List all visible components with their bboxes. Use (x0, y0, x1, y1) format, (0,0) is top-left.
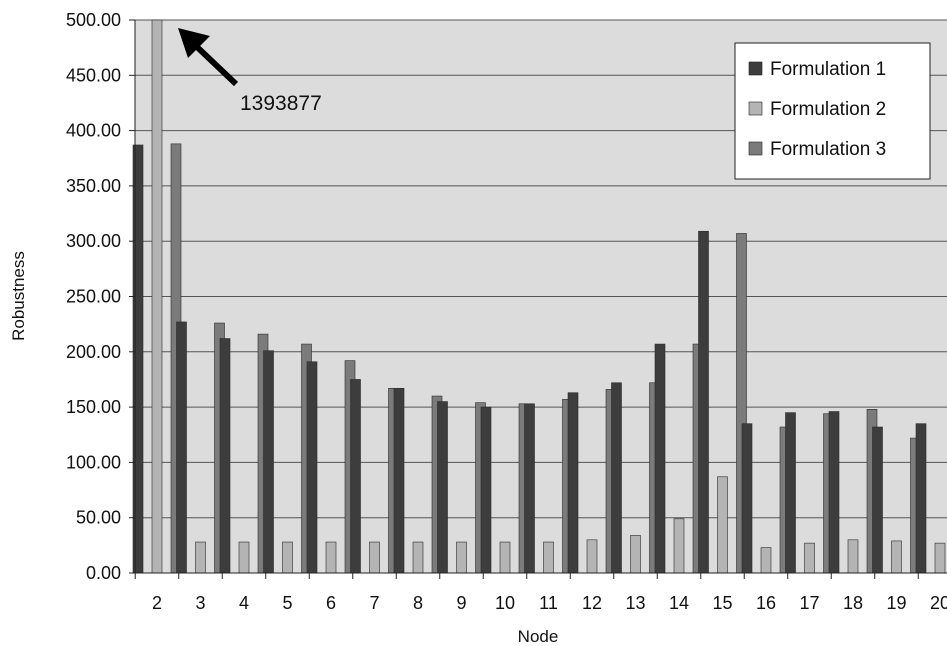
bar-formulation-1-node-7 (350, 379, 361, 574)
legend-label-1: Formulation 1 (770, 59, 886, 80)
annotation-arrow-head (178, 28, 210, 58)
x-tick-label: 4 (239, 593, 249, 613)
bar-formulation-2-node-17 (804, 542, 815, 574)
x-tick-label: 3 (195, 593, 205, 613)
legend-box (734, 42, 931, 180)
bar-formulation-2-node-8 (412, 541, 424, 574)
y-axis: 0.00 50.00 100.00 150.00 200.00 250.00 300.00 3… (66, 10, 136, 583)
y-tick-label: 400.00 (66, 121, 121, 141)
bar-formulation-1-node-15 (698, 230, 709, 574)
bar-formulation-1-node-6 (306, 361, 318, 574)
bar-formulation-2-node-3 (195, 541, 206, 574)
bar-formulation-1-node-17 (785, 412, 796, 574)
annotation: 1393877 (178, 28, 322, 115)
x-tick-label: 14 (669, 593, 689, 613)
y-tick-label: 50.00 (76, 508, 121, 528)
y-tick-label: 100.00 (66, 452, 121, 472)
bar-formulation-1-node-20 (915, 423, 927, 574)
x-axis: 2 3 4 5 6 7 8 9 10 11 12 13 14 15 16 17 18 19 20 (134, 572, 947, 613)
x-tick-label: 2 (152, 593, 162, 613)
y-tick-label: 450.00 (66, 65, 121, 85)
bar-formulation-2-node-10 (499, 541, 511, 574)
x-tick-label: 13 (625, 593, 645, 613)
bar-formulation-1-node-5 (263, 350, 274, 574)
bar-formulation-1-node-9 (437, 401, 448, 574)
bar-formulation-2-node-18 (847, 539, 859, 574)
bar-formulation-1-node-12 (567, 392, 579, 574)
legend-swatch-3 (748, 141, 763, 156)
bar-formulation-1-node-10 (480, 406, 492, 574)
y-tick-label: 150.00 (66, 397, 121, 417)
legend-label-3: Formulation 3 (770, 139, 886, 160)
bar-formulation-2-node-12 (586, 539, 598, 574)
bar-formulation-1-node-13 (611, 382, 622, 574)
bar-formulation-2-node-14 (673, 518, 685, 574)
y-tick-label: 0.00 (86, 563, 121, 583)
bar-formulation-1-node-16 (741, 423, 753, 574)
x-tick-label: 12 (582, 593, 602, 613)
x-tick-label: 18 (843, 593, 863, 613)
x-tick-label: 7 (369, 593, 379, 613)
x-tick-label: 19 (886, 593, 906, 613)
x-tick-label: 20 (930, 593, 947, 613)
legend: Formulation 1 Formulation 2 Formulation 3 (734, 42, 931, 180)
bar-formulation-1-node-18 (828, 411, 840, 574)
bar-formulation-1-node-11 (524, 403, 535, 574)
y-tick-label: 500.00 (66, 10, 121, 30)
annotation-label: 1393877 (240, 92, 322, 115)
bar-formulation-2-node-15 (717, 476, 728, 574)
bar-formulation-2-node-19 (891, 540, 902, 574)
bar-formulation-2-node-16 (760, 547, 772, 574)
y-tick-label: 250.00 (66, 287, 121, 307)
y-tick-label: 350.00 (66, 176, 121, 196)
y-tick-label: 200.00 (66, 342, 121, 362)
x-tick-label: 6 (326, 593, 336, 613)
bar-formulation-2-node-9 (456, 541, 467, 574)
legend-label-2: Formulation 2 (770, 99, 886, 120)
bar-formulation-1-node-19 (872, 426, 883, 574)
y-axis-title: Robustness (9, 251, 28, 341)
x-tick-label: 9 (456, 593, 466, 613)
x-tick-label: 15 (712, 593, 732, 613)
bar-formulation-2-node-4 (238, 541, 250, 574)
bar-formulation-1-node-14 (654, 343, 666, 574)
x-tick-label: 16 (756, 593, 776, 613)
legend-swatch-1 (748, 61, 763, 76)
x-tick-label: 5 (282, 593, 292, 613)
bar-formulation-2-node-6 (325, 541, 337, 574)
annotation-arrow-shaft (193, 43, 239, 87)
bar-formulation-2-node-2 (151, 19, 163, 574)
bar-formulation-2-node-13 (630, 535, 641, 574)
x-tick-label: 11 (539, 593, 558, 613)
bar-formulation-1-node-3 (176, 321, 187, 574)
bar-formulation-2-node-7 (369, 541, 380, 574)
bar-formulation-1-node-4 (219, 338, 231, 574)
y-tick-label: 300.00 (66, 231, 121, 251)
x-tick-label: 17 (799, 593, 819, 613)
bar-formulation-1-node-8 (393, 387, 405, 574)
bar-formulation-2-node-11 (543, 541, 554, 574)
legend-swatch-2 (748, 101, 763, 116)
bar-formulation-2-node-20 (934, 542, 946, 574)
x-tick-label: 8 (413, 593, 423, 613)
x-tick-label: 10 (495, 593, 515, 613)
x-axis-title: Node (518, 627, 559, 646)
bar-formulation-2-node-5 (282, 541, 293, 574)
